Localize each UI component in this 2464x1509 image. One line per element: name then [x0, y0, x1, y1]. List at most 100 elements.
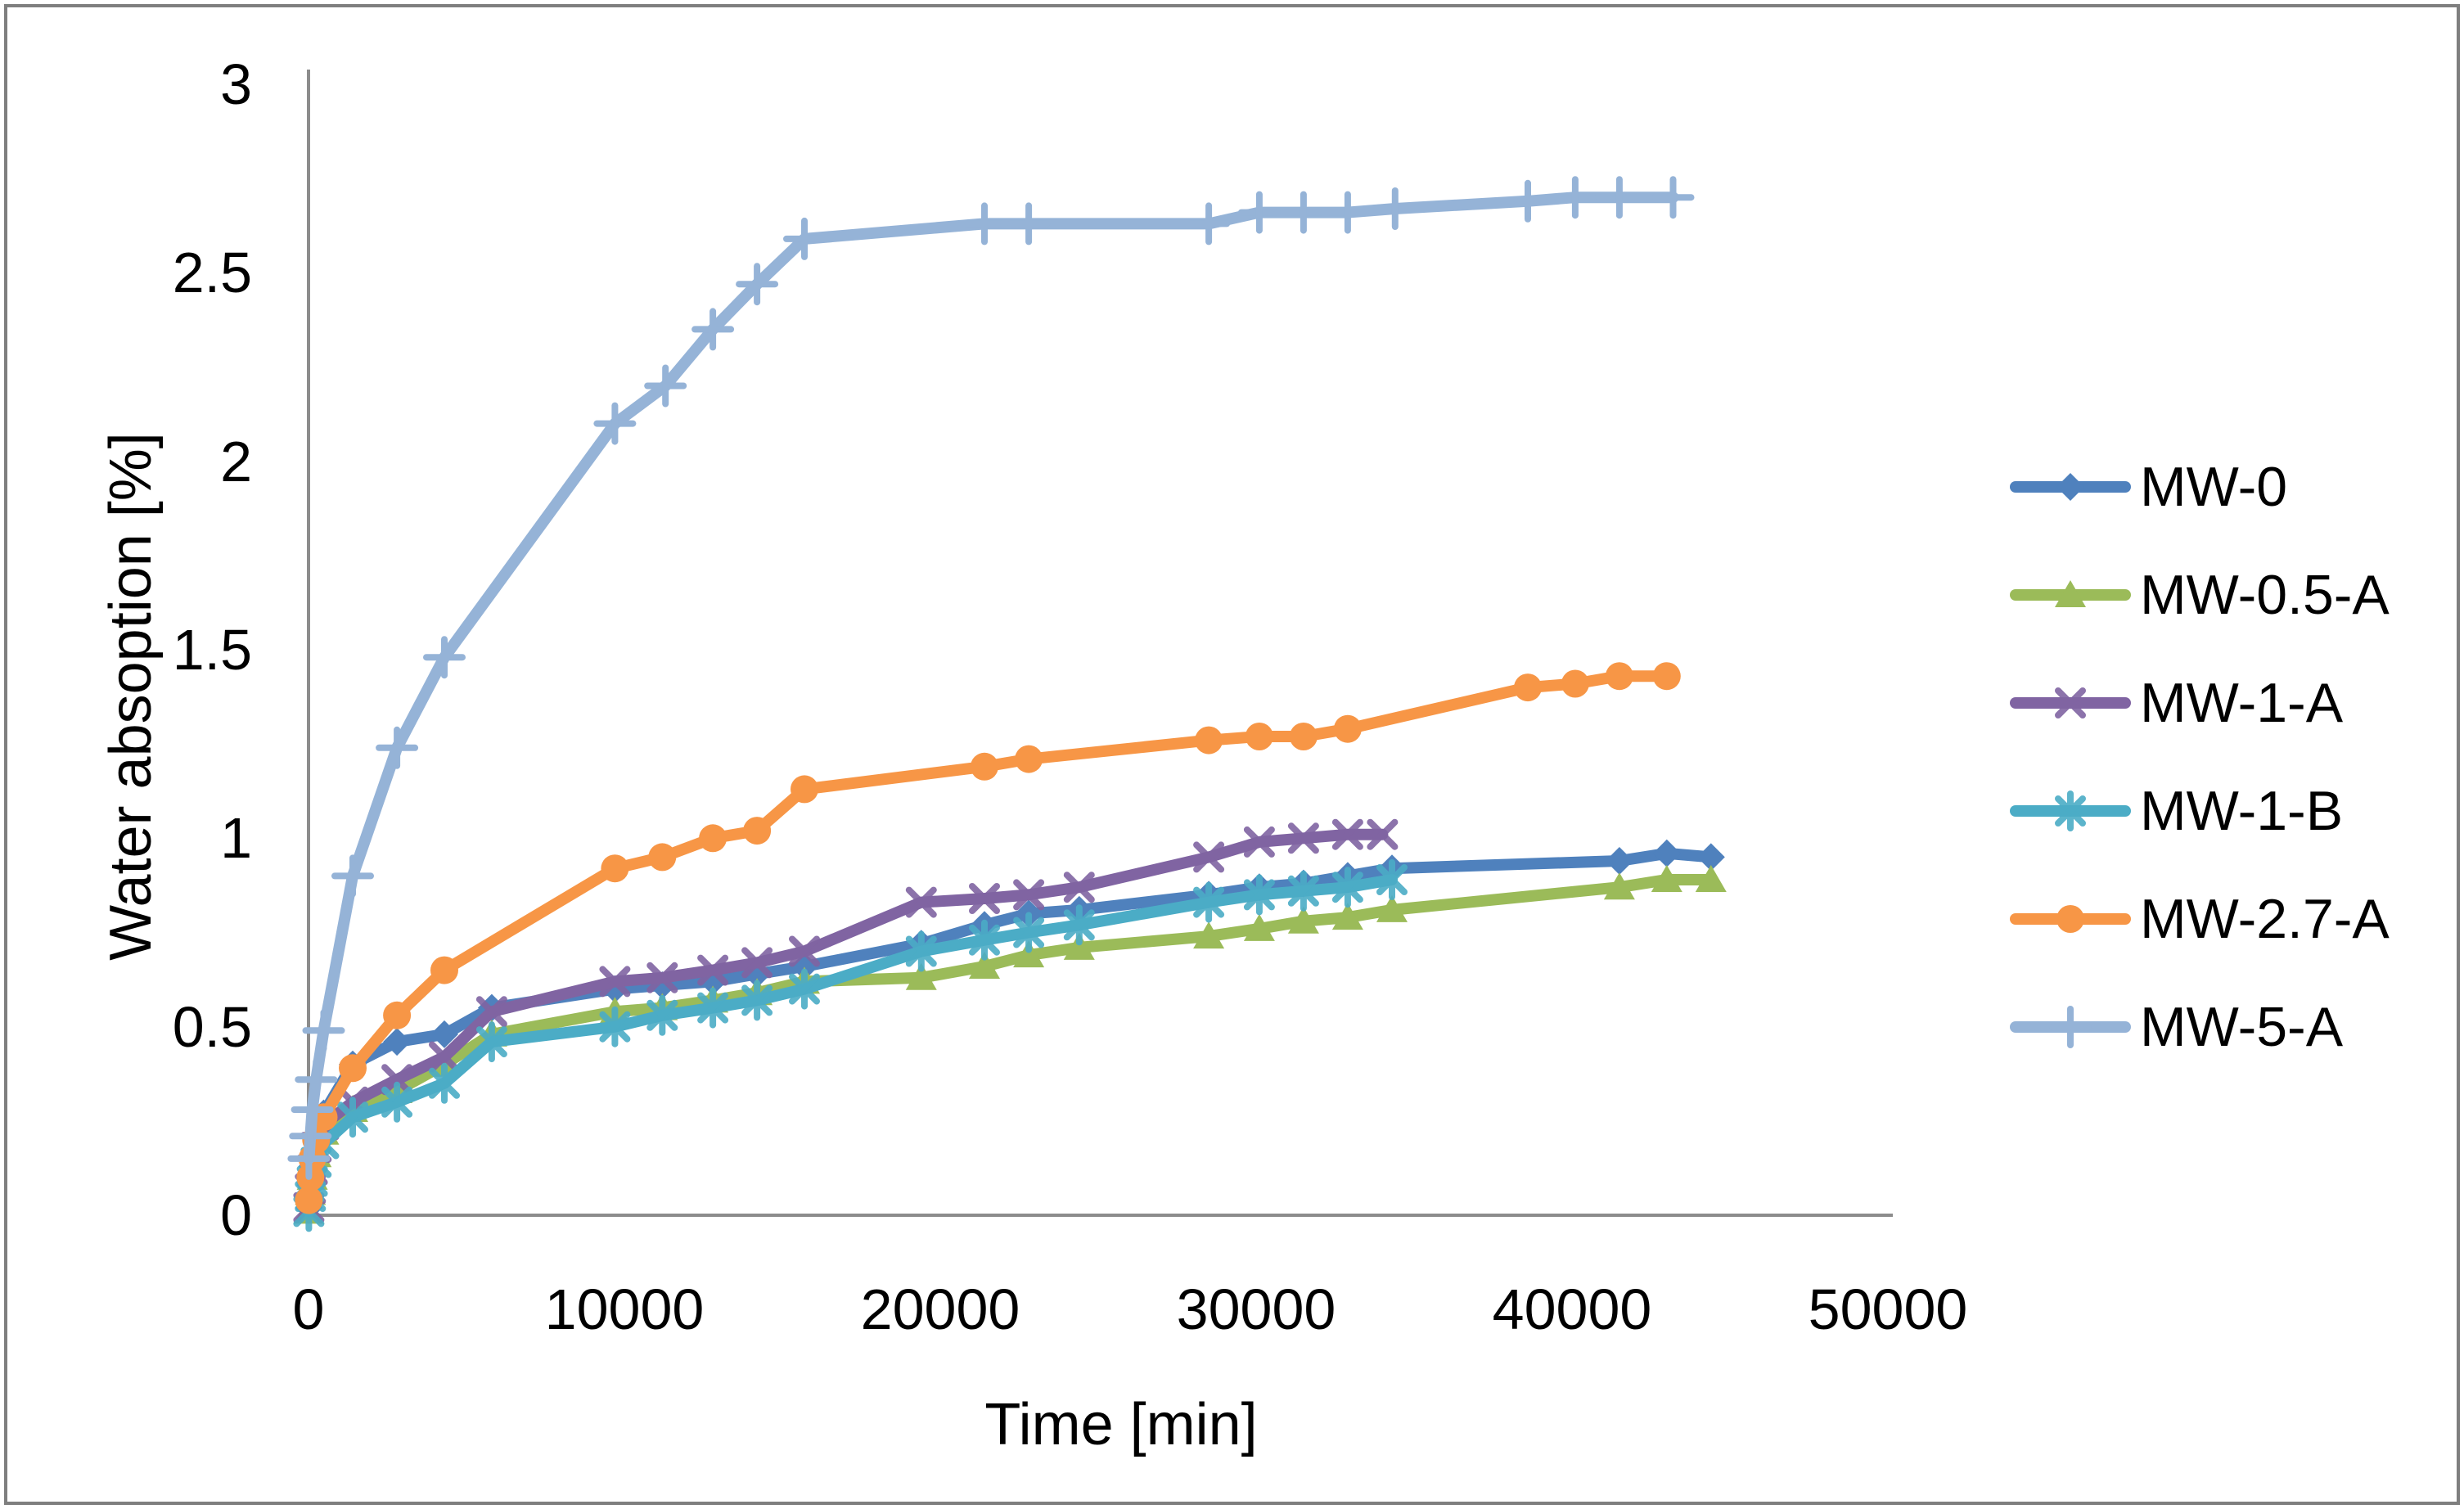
- marker-x: [1013, 879, 1045, 911]
- marker-x: [1063, 872, 1095, 903]
- marker-plus: [1007, 202, 1051, 245]
- marker-triangle: [1376, 894, 1408, 922]
- marker-asterisk: [1013, 912, 1045, 953]
- y-axis-title: Water absoption [%]: [98, 432, 164, 961]
- marker-plus: [423, 636, 466, 679]
- marker-asterisk: [381, 1081, 413, 1123]
- marker-x: [697, 954, 729, 986]
- marker-circle: [1652, 662, 1681, 691]
- x-tick-label: 30000: [1176, 1277, 1336, 1341]
- legend-swatch: [2010, 905, 2131, 933]
- marker-circle: [1605, 662, 1633, 691]
- legend-label: MW-1-B: [2140, 780, 2344, 842]
- marker-asterisk: [475, 1021, 507, 1063]
- marker-asterisk: [1193, 881, 1225, 923]
- legend-swatch: [2010, 473, 2131, 501]
- marker-triangle: [1651, 865, 1682, 892]
- marker-plus: [783, 217, 826, 260]
- legend-swatch: [2010, 791, 2131, 831]
- marker-x: [1331, 818, 1363, 850]
- marker-x: [969, 883, 1000, 914]
- marker-x: [2055, 687, 2086, 718]
- marker-asterisk: [1331, 867, 1363, 908]
- marker-diamond: [2056, 473, 2084, 501]
- marker-plus: [1237, 191, 1281, 234]
- marker-asterisk: [1063, 904, 1095, 946]
- marker-asterisk: [969, 919, 1000, 961]
- marker-asterisk: [741, 980, 773, 1021]
- marker-plus: [1282, 191, 1325, 234]
- marker-triangle: [1243, 913, 1275, 941]
- y-tick-label: 1: [220, 806, 252, 871]
- marker-triangle: [1331, 903, 1363, 930]
- marker-circle: [601, 854, 629, 883]
- marker-circle: [1195, 726, 1223, 754]
- y-tick-label: 2: [220, 429, 252, 493]
- marker-asterisk: [429, 1062, 460, 1104]
- legend-swatch: [2010, 580, 2131, 607]
- marker-x: [475, 996, 507, 1028]
- marker-plus: [1597, 176, 1641, 219]
- marker-asterisk: [905, 930, 937, 972]
- x-tick-label: 10000: [544, 1277, 705, 1341]
- marker-triangle: [905, 962, 937, 990]
- marker-circle: [971, 752, 998, 781]
- marker-asterisk: [646, 994, 678, 1036]
- marker-circle: [383, 1001, 412, 1029]
- marker-plus: [2049, 1006, 2092, 1048]
- marker-plus: [644, 364, 687, 408]
- legend-item-mw-1-a: MW-1-A: [2009, 674, 2343, 732]
- marker-circle: [1015, 745, 1043, 773]
- legend-label: MW-2.7-A: [2140, 888, 2390, 950]
- marker-x: [599, 966, 631, 998]
- legend-label: MW-0: [2140, 456, 2288, 518]
- marker-x: [789, 935, 820, 967]
- marker-x: [905, 886, 937, 918]
- marker-diamond: [1605, 847, 1633, 875]
- marker-asterisk: [2055, 791, 2086, 831]
- marker-triangle: [969, 952, 1000, 979]
- x-axis-title: Time [min]: [984, 1392, 1258, 1457]
- legend-label: MW-5-A: [2140, 996, 2344, 1058]
- marker-plus: [295, 1058, 338, 1101]
- legend-item-mw-2.7-a: MW-2.7-A: [2009, 890, 2390, 948]
- marker-asterisk: [599, 1006, 631, 1047]
- marker-triangle: [1063, 932, 1095, 960]
- marker-circle: [1561, 669, 1589, 698]
- legend-item-mw-5-a: MW-5-A: [2009, 998, 2343, 1056]
- marker-plus: [376, 726, 419, 769]
- marker-x: [381, 1064, 413, 1096]
- y-tick-label: 2.5: [172, 241, 252, 305]
- marker-diamond: [383, 1028, 412, 1056]
- marker-plus: [1373, 187, 1417, 230]
- series-line: [303, 191, 1679, 1164]
- marker-plus: [1187, 202, 1231, 245]
- marker-triangle: [1603, 872, 1635, 900]
- marker-triangle: [2055, 580, 2086, 607]
- legend-item-mw-0.5-a: MW-0.5-A: [2009, 566, 2390, 624]
- legend-item-mw-0: MW-0: [2009, 458, 2287, 516]
- marker-asterisk: [1287, 870, 1319, 912]
- marker-triangle: [1193, 921, 1225, 949]
- axis-lines: [307, 70, 1893, 1217]
- marker-plus: [291, 1088, 334, 1131]
- marker-diamond: [430, 1020, 458, 1048]
- marker-x: [1193, 841, 1225, 873]
- marker-plus: [691, 308, 735, 351]
- marker-x: [741, 947, 773, 979]
- marker-diamond: [1696, 843, 1725, 872]
- marker-circle: [339, 1054, 367, 1083]
- marker-plus: [331, 854, 374, 898]
- marker-circle: [1245, 723, 1273, 750]
- marker-plus: [736, 263, 779, 306]
- series-MW-5-A: [287, 176, 1695, 1180]
- legend-item-mw-1-b: MW-1-B: [2009, 782, 2343, 840]
- marker-x: [1367, 818, 1399, 850]
- marker-circle: [430, 956, 458, 984]
- marker-x: [429, 1041, 460, 1073]
- legend-swatch: [2010, 1006, 2131, 1048]
- x-tick-label: 40000: [1492, 1277, 1652, 1341]
- marker-asterisk: [789, 968, 820, 1010]
- marker-triangle: [1695, 865, 1727, 892]
